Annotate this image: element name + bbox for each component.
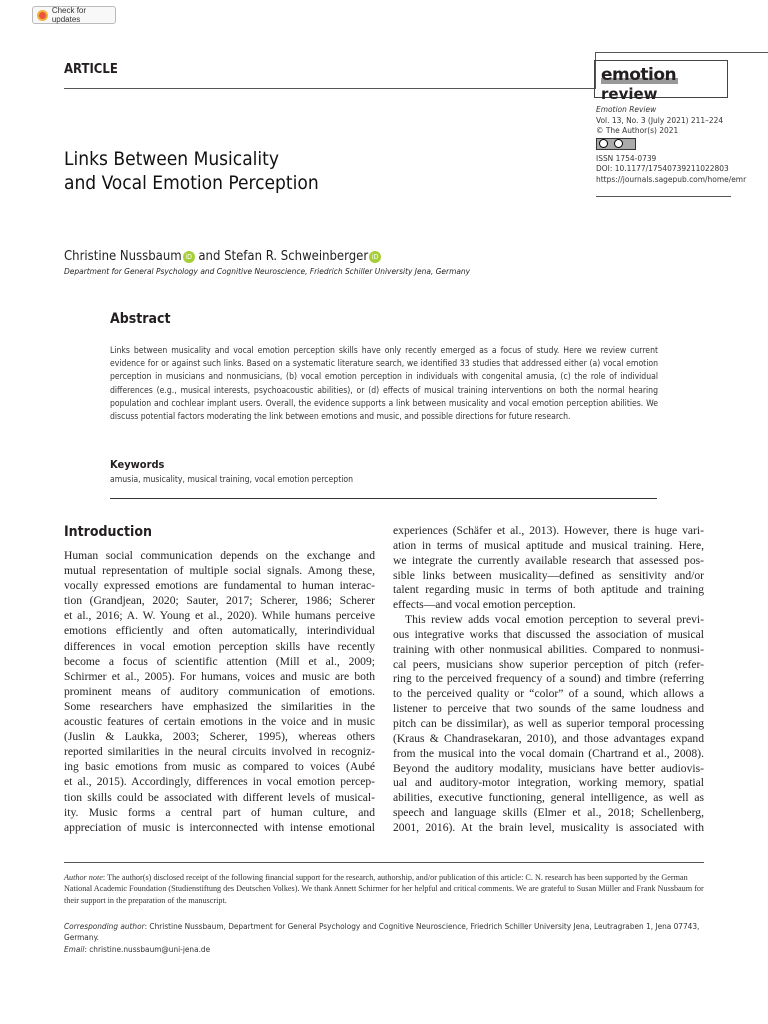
- doi[interactable]: DOI: 10.1177/17540739211022803: [596, 163, 729, 173]
- keywords-heading: Keywords: [110, 458, 165, 471]
- divider: [64, 862, 704, 863]
- keywords-text: amusia, musicality, musical training, vo…: [110, 475, 354, 485]
- text-line: et al., 2015). Accordingly, differences …: [64, 775, 375, 789]
- update-icon: [37, 9, 48, 21]
- note-label: Author note: [64, 873, 103, 882]
- text-line: ing basic emotions from music as compare…: [64, 760, 375, 774]
- text-line: emotions efficiently and often automatic…: [64, 624, 375, 638]
- author-name: Stefan R. Schweinberger: [224, 249, 369, 264]
- text-line: This review adds vocal emotion perceptio…: [405, 613, 704, 627]
- orcid-icon[interactable]: iD: [369, 251, 382, 263]
- note-text: : The author(s) disclosed receipt of the…: [64, 873, 704, 905]
- section-label: ARTICLE: [64, 62, 118, 77]
- text-line: ity. Music forms a central part of human…: [64, 805, 375, 819]
- text-line: mutual representation of multiple social…: [64, 564, 375, 578]
- text-line: to the perceived quality or “color” of a…: [393, 687, 704, 701]
- logo-text: emotion: [601, 65, 679, 85]
- text-line: Human social communication depends on th…: [64, 549, 375, 562]
- divider: [64, 88, 595, 89]
- text-line: talent regarding music in terms of both …: [393, 583, 704, 597]
- text-line: ual and auditory-motor integration, work…: [393, 776, 704, 790]
- page-title: Links Between Musicality and Vocal Emotio…: [64, 147, 319, 195]
- text-line: tion skills could be associated with dif…: [64, 790, 375, 804]
- check-for-updates-badge[interactable]: Check for updates: [32, 6, 116, 24]
- divider: [596, 196, 731, 197]
- text-line: acoustic features of certain emotions in…: [64, 715, 375, 729]
- text-line: become a focus of scientific attention (…: [64, 654, 375, 668]
- text-line: Some researchers have emphasized the sim…: [64, 699, 375, 713]
- title-line: and Vocal Emotion Perception: [64, 172, 319, 194]
- text-line: pitch can be dissimilar), as well as sup…: [393, 716, 704, 730]
- journal-url[interactable]: https://journals.sagepub.com/home/emr: [596, 173, 747, 184]
- text-line: (Juslin & Laukka, 2003; Scherer, 1995), …: [64, 730, 375, 744]
- text-line: ring to the perceived frequency of a sou…: [393, 672, 704, 686]
- text-line: tion (Grandjean, 2020; Sauter, 2017; Sch…: [64, 594, 375, 608]
- abstract-text: Links between musicality and vocal emoti…: [110, 346, 658, 423]
- text-line: Schirmer et al., 2005). For humans, voic…: [64, 669, 375, 683]
- text-line: effects—and vocal emotion perception.: [393, 598, 576, 612]
- cc-by-license-icon[interactable]: [596, 137, 636, 150]
- text-line: differences in vocal emotion perception …: [64, 639, 375, 653]
- text-line: speech and language skills (Elmer et al.…: [393, 806, 704, 820]
- journal-meta: Emotion Review Vol. 13, No. 3 (July 2021…: [596, 104, 746, 184]
- title-line: Links Between Musicality: [64, 148, 279, 170]
- text-line: 2001, 2016). At the brain level, musical…: [393, 820, 704, 834]
- text-line: abilities, executive functioning, genera…: [393, 791, 704, 805]
- badge-label: Check for updates: [51, 6, 87, 24]
- divider: [110, 498, 657, 499]
- orcid-icon[interactable]: iD: [182, 251, 195, 263]
- text-line: we integrate the currently available res…: [393, 553, 704, 567]
- text-line: ation in terms of musical aptitude and m…: [393, 538, 704, 552]
- divider: [595, 52, 768, 53]
- text-line: reported similarities in the neural circ…: [64, 745, 375, 759]
- text-line: training with other nonmusical abilities…: [393, 642, 704, 656]
- author-list: Christine Nussbaum iD and Stefan R. Schwe…: [64, 249, 382, 264]
- text-line: from the musical into the vocal domain (…: [393, 746, 704, 760]
- text-line: vocally expressed emotions are fundament…: [64, 579, 375, 593]
- text-line: appreciation of music is interconnected …: [64, 820, 375, 834]
- corr-text: : Christine Nussbaum, Department for Gen…: [64, 921, 700, 943]
- text-line: et al., 2016; A. W. Young et al., 2020).…: [64, 609, 375, 623]
- corresponding-author: Corresponding author: Christine Nussbaum…: [64, 921, 704, 955]
- email-label: Email: [64, 943, 85, 954]
- corr-label: Corresponding author: [64, 921, 145, 931]
- author-note: Author note: The author(s) disclosed rec…: [64, 872, 704, 906]
- copyright: © The Author(s) 2021: [596, 125, 679, 135]
- divider: [595, 52, 596, 89]
- body-column-left: Human social communication depends on th…: [64, 548, 375, 835]
- journal-logo: emotionreview: [594, 60, 728, 103]
- text-line: ous integrative works that discussed the…: [393, 627, 704, 641]
- author-name: Christine Nussbaum: [64, 249, 182, 264]
- affiliation: Department for General Psychology and Co…: [64, 266, 471, 276]
- section-heading: Introduction: [64, 524, 152, 540]
- text-line: sible links between musicality—defined a…: [393, 568, 704, 582]
- text-line: (Kraus & Chandrasekaran, 2010), and thos…: [393, 731, 704, 745]
- body-column-right: experiences (Schäfer et al., 2013). Howe…: [393, 524, 704, 836]
- text-line: experiences (Schäfer et al., 2013). Howe…: [393, 524, 704, 537]
- journal-name: Emotion Review: [596, 104, 657, 114]
- text-line: listener to perceive that two sounds of …: [393, 702, 704, 716]
- text-line: prominent means of auditory communicatio…: [64, 684, 375, 698]
- conjunction: and: [194, 249, 225, 264]
- text-line: cal peers, musicians show superior perce…: [393, 657, 704, 671]
- abstract-heading: Abstract: [110, 311, 171, 327]
- journal-volume: Vol. 13, No. 3 (July 2021) 211–224: [596, 114, 724, 125]
- logo-text: review: [601, 85, 658, 103]
- email-link[interactable]: : christine.nussbaum@uni-jena.de: [84, 943, 211, 954]
- text-line: Beyond the auditory modality, musicians …: [393, 761, 704, 775]
- issn: ISSN 1754-0739: [596, 152, 657, 163]
